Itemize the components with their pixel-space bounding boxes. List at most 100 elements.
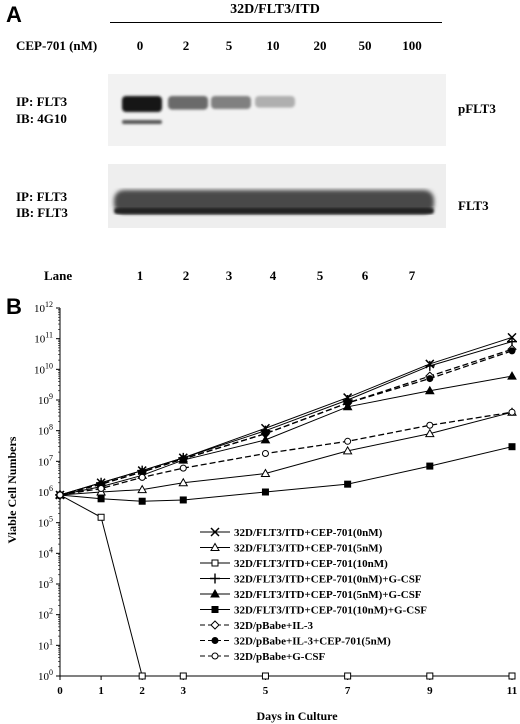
legend-marker [210, 573, 220, 584]
legend-label: 32D/pBabe+IL-3+CEP-701(5nM) [234, 636, 391, 648]
data-point [260, 434, 271, 444]
concentration-value: 2 [182, 38, 190, 53]
legend-marker [210, 527, 220, 537]
panel-a-letter: A [6, 2, 22, 27]
data-point [179, 455, 187, 463]
pflt3-bands [122, 96, 295, 124]
legend-marker [211, 559, 219, 567]
lane-number: 4 [269, 268, 277, 283]
x-tick-label: 3 [181, 685, 187, 697]
concentration-value: 0 [136, 38, 144, 53]
concentration-label: CEP-701 (nM) [16, 38, 98, 53]
legend-label: 32D/FLT3/ITD+CEP-701(0nM) [234, 527, 383, 539]
data-point [178, 477, 189, 487]
data-point [56, 491, 64, 499]
data-point [426, 421, 434, 429]
series-line [59, 341, 513, 496]
legend-label: 32D/FLT3/ITD+CEP-701(5nM) [234, 543, 383, 555]
data-point [426, 375, 434, 383]
data-point [260, 468, 271, 478]
growth-curve-chart: 1001011021031041051061071081091010101110… [5, 300, 517, 723]
pflt3-band [168, 96, 208, 110]
data-point [342, 445, 353, 455]
y-tick-label: 100 [38, 668, 53, 683]
lane-number: 6 [361, 268, 369, 283]
legend-item: 32D/FLT3/ITD+CEP-701(5nM) [200, 542, 383, 555]
legend-marker [211, 652, 219, 660]
data-point [138, 497, 146, 505]
legend-item: 32D/FLT3/ITD+CEP-701(0nM) [200, 527, 383, 539]
y-tick-label: 104 [38, 545, 53, 560]
lane-number: 1 [136, 268, 144, 283]
western-blot-image [108, 74, 446, 228]
y-tick-label: 105 [38, 515, 53, 530]
y-tick-label: 1010 [34, 361, 53, 376]
blot-top-ib-label: IB: 4G10 [16, 111, 67, 126]
legend-item: 32D/FLT3/ITD+CEP-701(0nM)+G-CSF [200, 573, 422, 586]
data-point [424, 428, 435, 438]
x-tick-label: 5 [263, 685, 269, 697]
data-point [97, 513, 105, 521]
chart-series [55, 332, 517, 500]
y-tick-label: 106 [38, 484, 53, 499]
concentration-value: 5 [225, 38, 233, 53]
data-point [424, 360, 435, 371]
data-point [507, 371, 517, 380]
series-line [59, 446, 513, 502]
x-tick-label: 9 [427, 685, 433, 697]
chart-series [55, 371, 517, 499]
lane-number: 3 [225, 268, 233, 283]
chart-series [56, 443, 516, 505]
data-point [508, 408, 516, 416]
legend-item: 32D/FLT3/ITD+CEP-701(10nM)+G-CSF [200, 605, 427, 617]
blot-bottom-ib-label: IB: FLT3 [16, 205, 68, 220]
legend-label: 32D/pBabe+G-CSF [234, 651, 326, 663]
concentration-value: 50 [358, 38, 372, 53]
y-tick-label: 102 [38, 607, 53, 622]
data-point [426, 672, 434, 680]
legend-marker [210, 588, 220, 598]
legend-label: 32D/FLT3/ITD+CEP-701(0nM)+G-CSF [234, 574, 422, 586]
data-point [261, 450, 269, 458]
pflt3-band [255, 96, 295, 108]
data-point [424, 385, 435, 395]
data-point [97, 485, 105, 493]
y-tick-label: 107 [38, 453, 53, 468]
blot-bottom-ip-label: IP: FLT3 [16, 189, 68, 204]
chart-legend: 32D/FLT3/ITD+CEP-701(0nM) 32D/FLT3/ITD+CE… [200, 527, 427, 663]
data-point [344, 399, 352, 407]
legend-marker [210, 542, 220, 551]
pflt3-band [211, 96, 251, 109]
chart-series [55, 407, 517, 499]
x-tick-label: 11 [507, 685, 517, 697]
legend-item: 32D/FLT3/ITD+CEP-701(5nM)+G-CSF [200, 588, 422, 601]
data-point [261, 488, 269, 496]
data-point [344, 672, 352, 680]
legend-marker [211, 637, 219, 644]
y-tick-label: 109 [38, 392, 53, 407]
series-line [59, 336, 513, 496]
x-tick-label: 1 [98, 685, 104, 697]
pflt3-band [122, 96, 162, 112]
data-point [137, 484, 148, 494]
concentration-value: 10 [266, 38, 280, 53]
y-tick-label: 101 [38, 637, 53, 652]
chart-series [56, 408, 516, 499]
concentration-value: 20 [313, 38, 327, 53]
x-tick-label: 0 [57, 685, 63, 697]
cell-line-header: 32D/FLT3/ITD [230, 2, 320, 17]
data-point [344, 480, 352, 488]
data-point [261, 672, 269, 680]
legend-item: 32D/pBabe+G-CSF [200, 651, 326, 663]
lane-label: Lane [44, 268, 73, 283]
panel-b-letter: B [6, 294, 22, 319]
legend-label: 32D/FLT3/ITD+CEP-701(10nM)+G-CSF [234, 605, 427, 617]
legend-marker [210, 620, 220, 630]
x-tick-label: 7 [345, 685, 351, 697]
series-line [59, 350, 513, 496]
header-rule [110, 22, 442, 23]
lane-number: 5 [316, 268, 324, 283]
lane-number: 2 [182, 268, 190, 283]
legend-label: 32D/pBabe+IL-3 [234, 620, 314, 632]
series-line [59, 375, 513, 496]
